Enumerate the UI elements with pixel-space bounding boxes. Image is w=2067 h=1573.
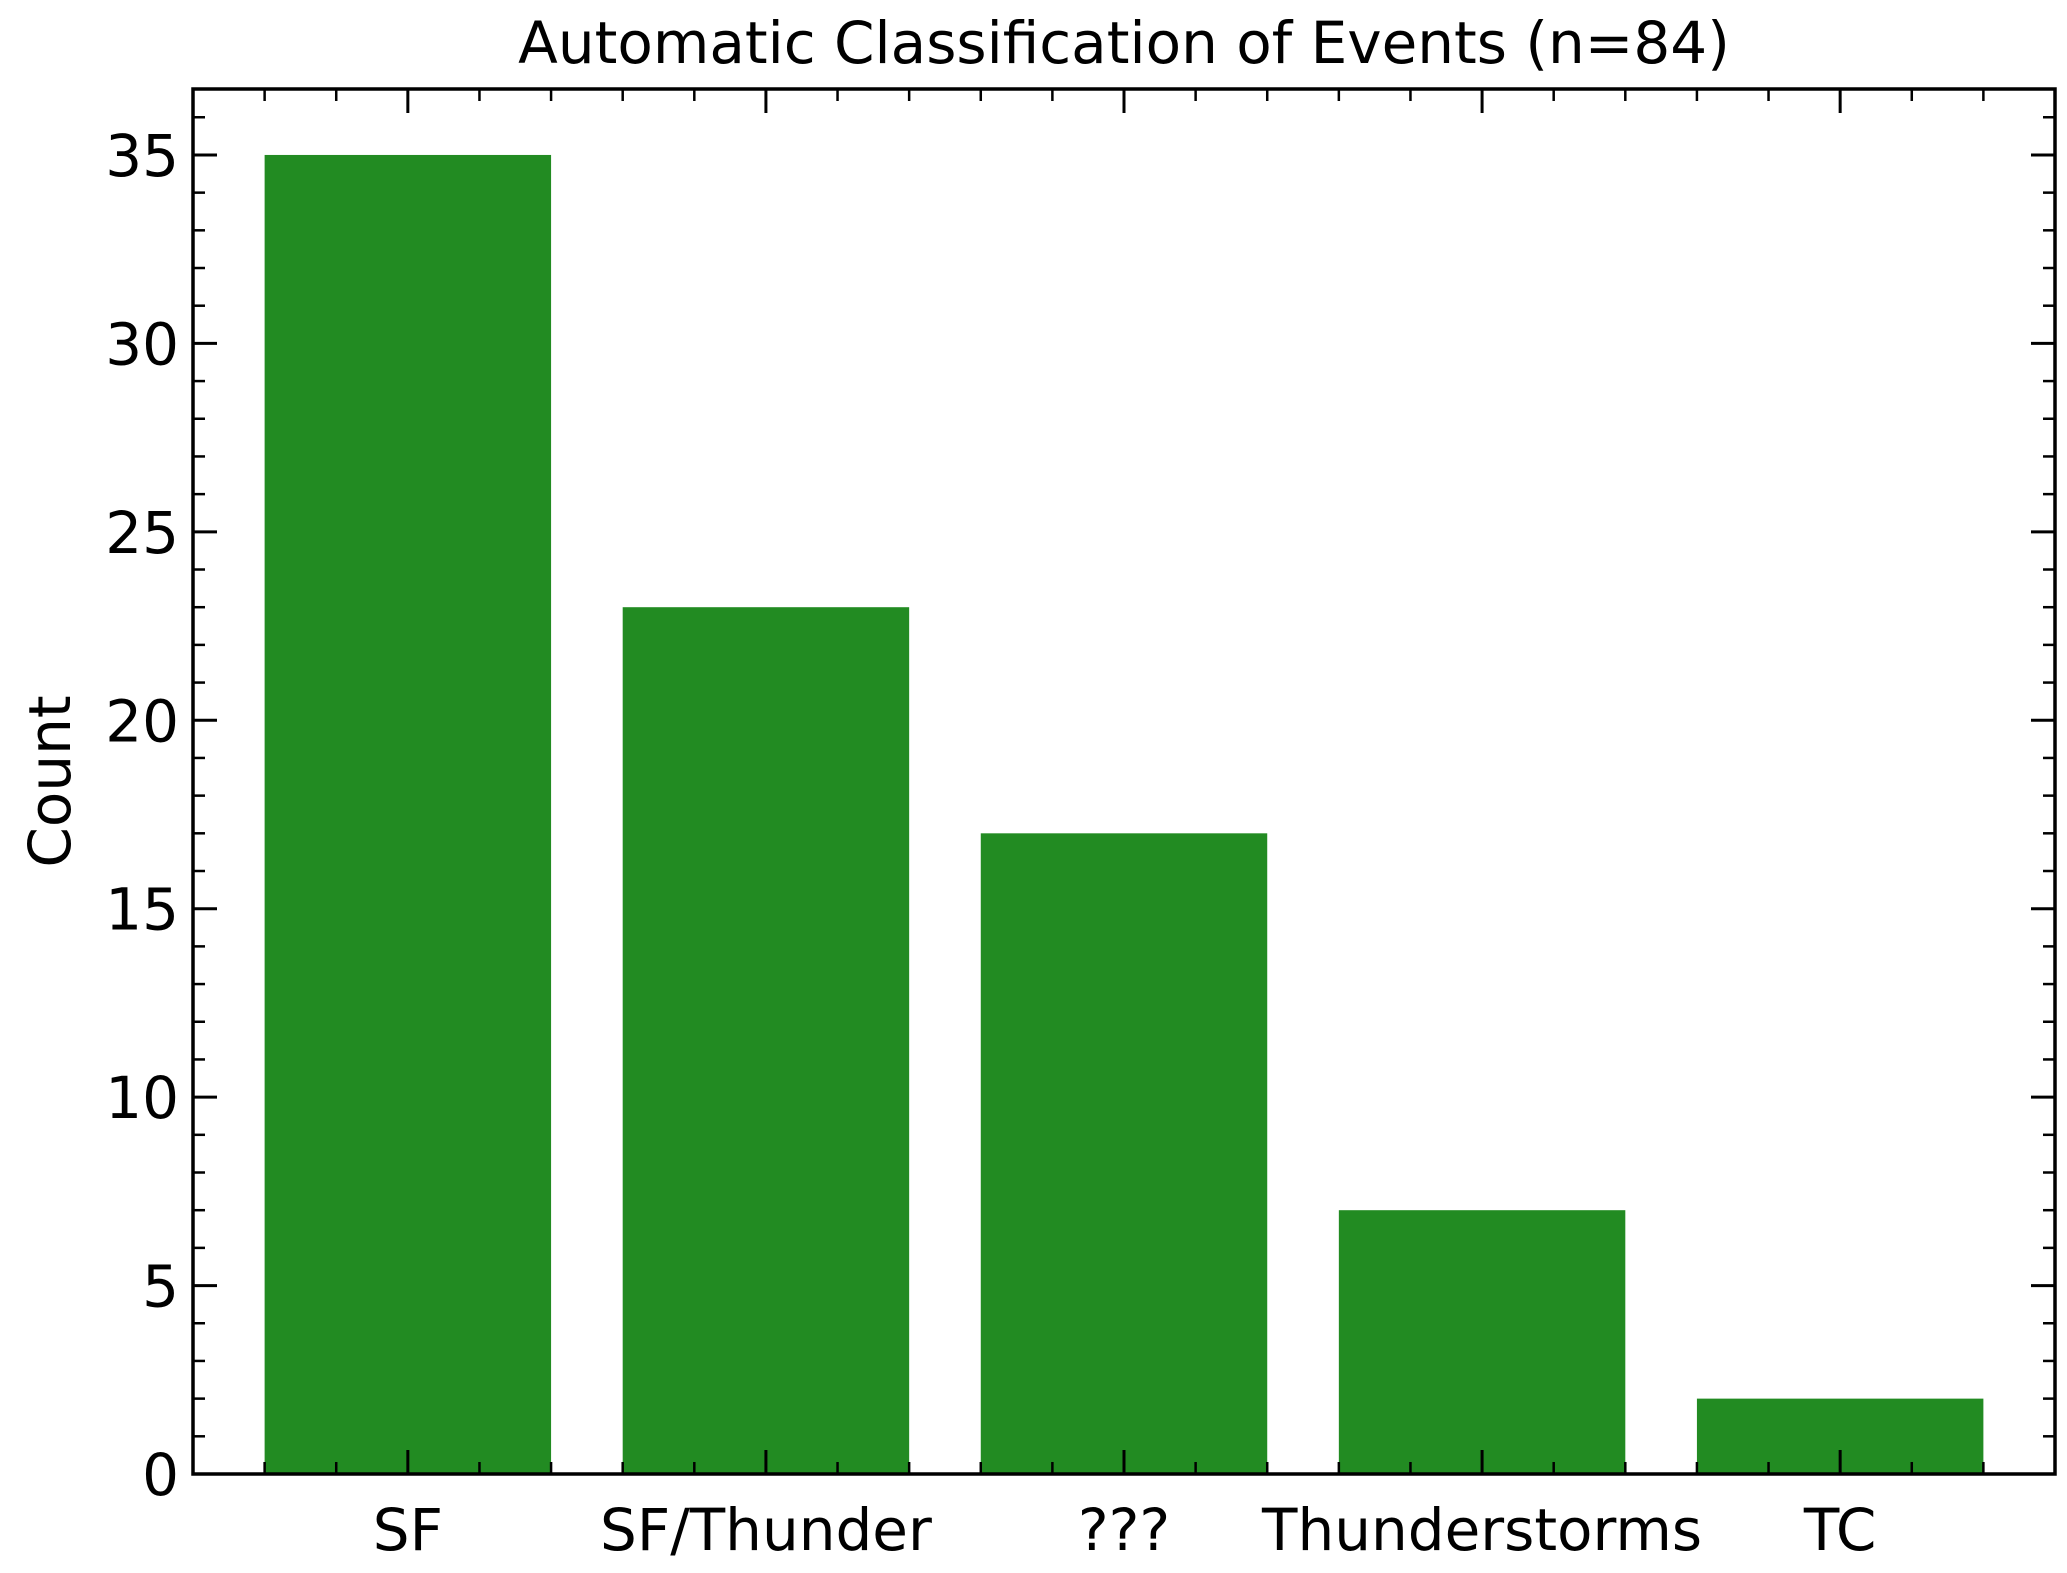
labels-layer: 0 5 10 15 20 25 30 35 SF SF/Thunder??? Thunderstor… [105,122,1876,1564]
x-tick-label: SF/Thunder [600,1496,932,1564]
bars-layer [264,154,1984,1474]
bar-1 [622,607,910,1474]
y-tick-label: 35 [105,122,179,190]
bar-2 [980,833,1268,1474]
x-tick-label: ??? [1078,1496,1170,1564]
bar-3 [1338,1210,1626,1474]
y-tick-label: 25 [105,499,179,567]
bar-0 [264,154,552,1474]
x-tick-label: Thunderstorms [1261,1496,1702,1564]
chart-title: Automatic Classification of Events (n=84… [518,9,1730,77]
y-tick-label: 10 [105,1064,179,1132]
plot-frame [191,87,2057,1476]
x-tick-label: SF [373,1496,443,1564]
y-tick-label: 20 [105,687,179,755]
y-tick-label: 30 [105,310,179,378]
y-tick-label: 0 [142,1441,179,1509]
x-tick-label: TC [1803,1496,1877,1564]
y-tick-label: 5 [142,1253,179,1321]
ticks-layer [193,89,2055,1476]
y-axis-label: Count [16,695,84,867]
y-tick-label: 15 [105,876,179,944]
